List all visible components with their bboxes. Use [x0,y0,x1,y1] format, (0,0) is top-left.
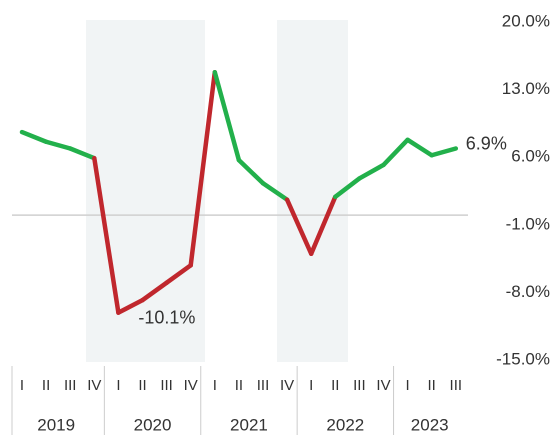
x-tick-label: III [64,377,77,394]
data-label: -10.1% [138,307,195,327]
x-tick-label: I [116,377,120,394]
y-tick-label: 13.0% [502,79,550,98]
x-tick-label: II [42,377,50,394]
x-tick-label: II [428,377,436,394]
shaded-period [86,20,205,362]
group-label: 2019 [37,415,75,434]
x-tick-label: III [160,377,173,394]
x-tick-label: I [406,377,410,394]
line-segment [357,162,386,181]
shaded-period [277,20,348,362]
line-segment [284,197,314,257]
line-segment [116,297,145,315]
line-segment [140,280,169,303]
x-tick-label: III [450,377,463,394]
line-segment [67,146,97,161]
x-tick-label: II [331,377,339,394]
line-segment [19,129,49,144]
y-tick-label: -15.0% [496,349,550,368]
x-tick-label: II [235,377,243,394]
x-tick-label: III [257,377,270,394]
group-label: 2021 [230,415,268,434]
line-segment [92,155,121,315]
y-tick-label: -8.0% [506,282,550,301]
line-segment [164,263,193,285]
group-label: 2023 [411,415,449,434]
line-segment [429,146,459,158]
data-label: 6.9% [466,133,507,153]
line-segment [43,139,73,151]
x-tick-label: IV [87,377,101,394]
line-segment [212,69,242,163]
y-tick-label: 20.0% [502,11,550,30]
y-tick-label: 6.0% [511,147,550,166]
line-segment [236,157,266,186]
x-tick-label: I [309,377,313,394]
line-segment [381,137,410,168]
x-tick-label: III [353,377,366,394]
line-segment [405,137,434,158]
group-label: 2020 [134,415,172,434]
x-tick-label: I [20,377,24,394]
x-tick-label: IV [376,377,390,394]
line-segment [260,181,290,202]
x-tick-label: IV [184,377,198,394]
line-segment [308,194,338,257]
x-tick-label: I [213,377,217,394]
group-label: 2022 [326,415,364,434]
x-tick-label: II [138,377,146,394]
line-segment [333,176,362,200]
line-segment [188,69,218,268]
y-tick-label: -1.0% [506,214,550,233]
x-tick-label: IV [280,377,294,394]
